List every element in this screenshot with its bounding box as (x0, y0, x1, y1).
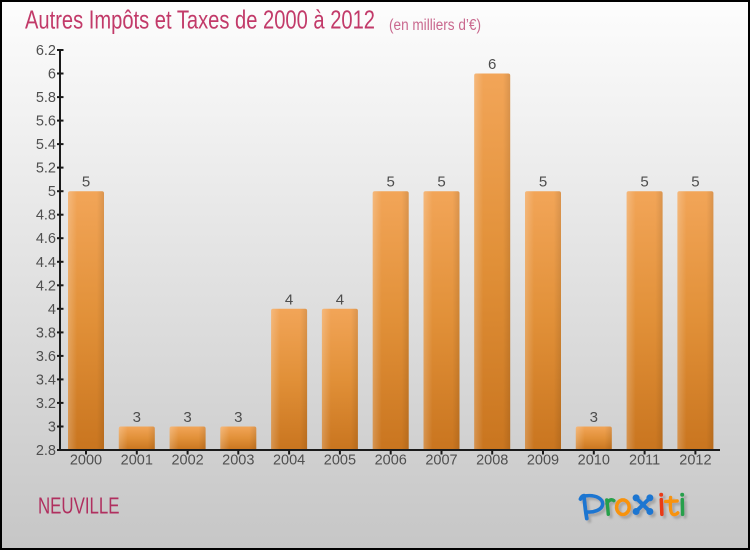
svg-text:5: 5 (48, 184, 56, 200)
svg-text:5: 5 (82, 174, 90, 191)
svg-text:4: 4 (285, 291, 293, 308)
svg-text:2010: 2010 (578, 453, 610, 469)
svg-text:2000: 2000 (70, 453, 102, 469)
svg-text:5: 5 (640, 174, 648, 191)
svg-text:2006: 2006 (375, 453, 407, 469)
svg-text:4.6: 4.6 (36, 231, 56, 247)
svg-text:2.8: 2.8 (36, 443, 56, 459)
svg-text:3: 3 (590, 409, 598, 426)
svg-text:5.4: 5.4 (36, 137, 56, 153)
svg-text:5.8: 5.8 (36, 90, 56, 106)
svg-text:4.4: 4.4 (36, 255, 56, 271)
svg-text:5: 5 (539, 174, 547, 191)
svg-text:6.2: 6.2 (36, 43, 56, 59)
svg-text:4: 4 (48, 302, 56, 318)
svg-text:3: 3 (133, 409, 141, 426)
svg-text:3: 3 (183, 409, 191, 426)
svg-text:2008: 2008 (476, 453, 508, 469)
svg-text:2004: 2004 (273, 453, 305, 469)
svg-text:5.2: 5.2 (36, 161, 56, 177)
svg-text:5.6: 5.6 (36, 114, 56, 130)
svg-text:4.8: 4.8 (36, 208, 56, 224)
svg-text:2001: 2001 (121, 453, 153, 469)
svg-text:2012: 2012 (679, 453, 711, 469)
svg-text:Autres Impôts et Taxes de 2000: Autres Impôts et Taxes de 2000 à 2012 (25, 5, 375, 35)
svg-text:2002: 2002 (171, 453, 203, 469)
svg-text:6: 6 (48, 67, 56, 83)
svg-text:4: 4 (336, 291, 344, 308)
svg-text:3.6: 3.6 (36, 349, 56, 365)
svg-text:2007: 2007 (425, 453, 457, 469)
svg-text:2005: 2005 (324, 453, 356, 469)
svg-text:3.4: 3.4 (36, 372, 56, 388)
svg-text:5: 5 (437, 174, 445, 191)
svg-text:4.2: 4.2 (36, 278, 56, 294)
svg-text:3.8: 3.8 (36, 325, 56, 341)
svg-text:(en milliers d’€): (en milliers d’€) (389, 17, 481, 34)
svg-text:3: 3 (234, 409, 242, 426)
svg-text:2003: 2003 (222, 453, 254, 469)
svg-text:3: 3 (48, 420, 56, 436)
svg-text:3.2: 3.2 (36, 396, 56, 412)
svg-text:2011: 2011 (629, 453, 660, 469)
svg-text:6: 6 (488, 56, 496, 73)
svg-text:2009: 2009 (527, 453, 559, 469)
svg-text:5: 5 (387, 174, 395, 191)
svg-text:NEUVILLE: NEUVILLE (38, 493, 120, 519)
svg-text:5: 5 (691, 174, 699, 191)
